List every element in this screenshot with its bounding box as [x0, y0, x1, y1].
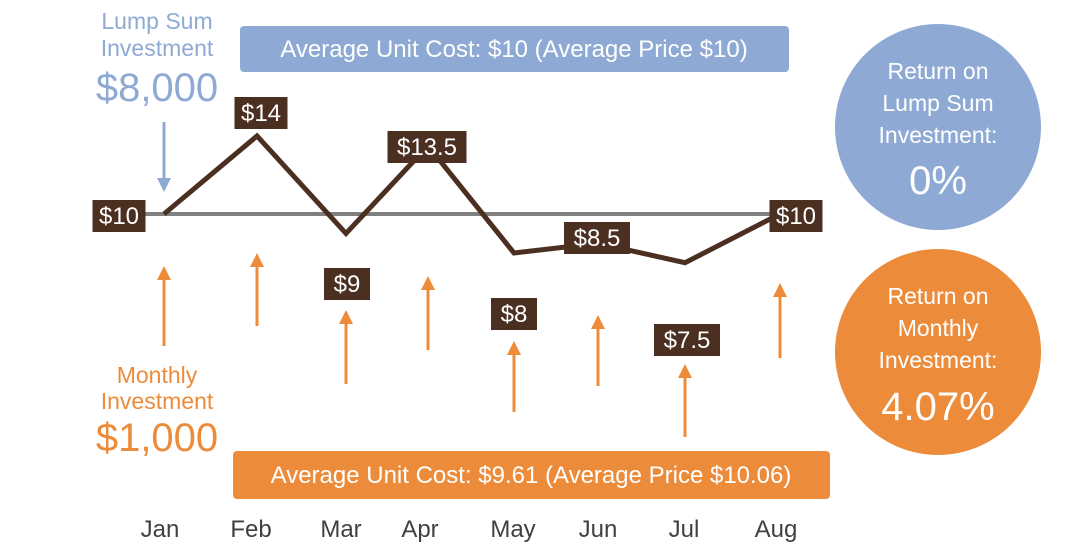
price-labels: $10 $14 $9 $13.5 $8 $8.5 $7.5 $10 — [92, 97, 823, 356]
lump-sum-arrow — [157, 122, 171, 192]
monthly-return-line1: Return on — [887, 283, 988, 309]
month-label-jul: Jul — [669, 516, 700, 543]
lump-sum-label-line2: Investment — [101, 35, 214, 61]
monthly-return-circle — [835, 249, 1041, 455]
price-label-text: $10 — [99, 203, 139, 230]
month-label-may: May — [490, 516, 535, 543]
price-label-text: $8 — [501, 301, 528, 328]
price-label-text: $7.5 — [664, 327, 711, 354]
lump-sum-return-line3: Investment: — [879, 122, 998, 148]
price-label-text: $9 — [334, 271, 361, 298]
monthly-arrow-jul — [678, 364, 692, 437]
monthly-return-line2: Monthly — [898, 315, 979, 341]
lump-sum-average-box — [240, 26, 789, 72]
monthly-arrow-jan — [157, 266, 171, 346]
month-label-jun: Jun — [579, 516, 618, 543]
monthly-investment-arrows — [157, 253, 787, 437]
monthly-arrow-apr — [421, 276, 435, 350]
lump-sum-return-value: 0% — [909, 159, 967, 203]
lump-sum-return-line1: Return on — [887, 58, 988, 84]
monthly-average-box — [233, 451, 830, 499]
lump-sum-average-text: Average Unit Cost: $10 (Average Price $1… — [280, 36, 747, 63]
month-label-feb: Feb — [230, 516, 271, 543]
price-label-mar: $9 — [324, 268, 370, 300]
price-label-box — [769, 200, 823, 232]
month-axis-labels: Jan Feb Mar Apr May Jun Jul Aug — [141, 516, 798, 543]
price-label-may: $8 — [491, 298, 537, 330]
monthly-label-line1: Monthly — [117, 362, 198, 388]
monthly-label-line2: Investment — [101, 388, 214, 414]
price-label-box — [387, 131, 467, 163]
price-label-aug: $10 — [769, 200, 823, 232]
month-label-jan: Jan — [141, 516, 180, 543]
lump-sum-return-circle — [835, 24, 1041, 230]
lump-sum-label-line1: Lump Sum — [101, 8, 212, 34]
monthly-arrow-may — [507, 341, 521, 412]
price-label-box — [564, 222, 630, 254]
monthly-return-value: 4.07% — [881, 385, 994, 429]
price-label-box — [324, 268, 370, 300]
lump-sum-return-line2: Lump Sum — [882, 90, 993, 116]
price-label-jul: $7.5 — [654, 324, 720, 356]
price-label-text: $14 — [241, 100, 281, 127]
price-label-text: $10 — [776, 203, 816, 230]
price-series-line — [162, 132, 782, 266]
monthly-arrow-aug — [773, 283, 787, 358]
price-label-box — [234, 97, 288, 129]
price-label-text: $8.5 — [574, 225, 621, 252]
monthly-average-text: Average Unit Cost: $9.61 (Average Price … — [271, 462, 792, 489]
price-label-box — [92, 200, 146, 232]
price-label-box — [491, 298, 537, 330]
price-label-jun: $8.5 — [564, 222, 630, 254]
price-label-jan: $10 — [92, 200, 146, 232]
month-label-mar: Mar — [320, 516, 361, 543]
lump-sum-amount: $8,000 — [96, 66, 218, 110]
monthly-amount: $1,000 — [96, 416, 218, 460]
price-label-feb: $14 — [234, 97, 288, 129]
price-label-text: $13.5 — [397, 134, 457, 161]
price-label-box — [654, 324, 720, 356]
monthly-arrow-mar — [339, 310, 353, 384]
monthly-arrow-jun — [591, 315, 605, 386]
monthly-return-line3: Investment: — [879, 347, 998, 373]
monthly-arrow-feb — [250, 253, 264, 326]
month-label-apr: Apr — [401, 516, 438, 543]
price-label-apr: $13.5 — [387, 131, 467, 163]
month-label-aug: Aug — [755, 516, 798, 543]
